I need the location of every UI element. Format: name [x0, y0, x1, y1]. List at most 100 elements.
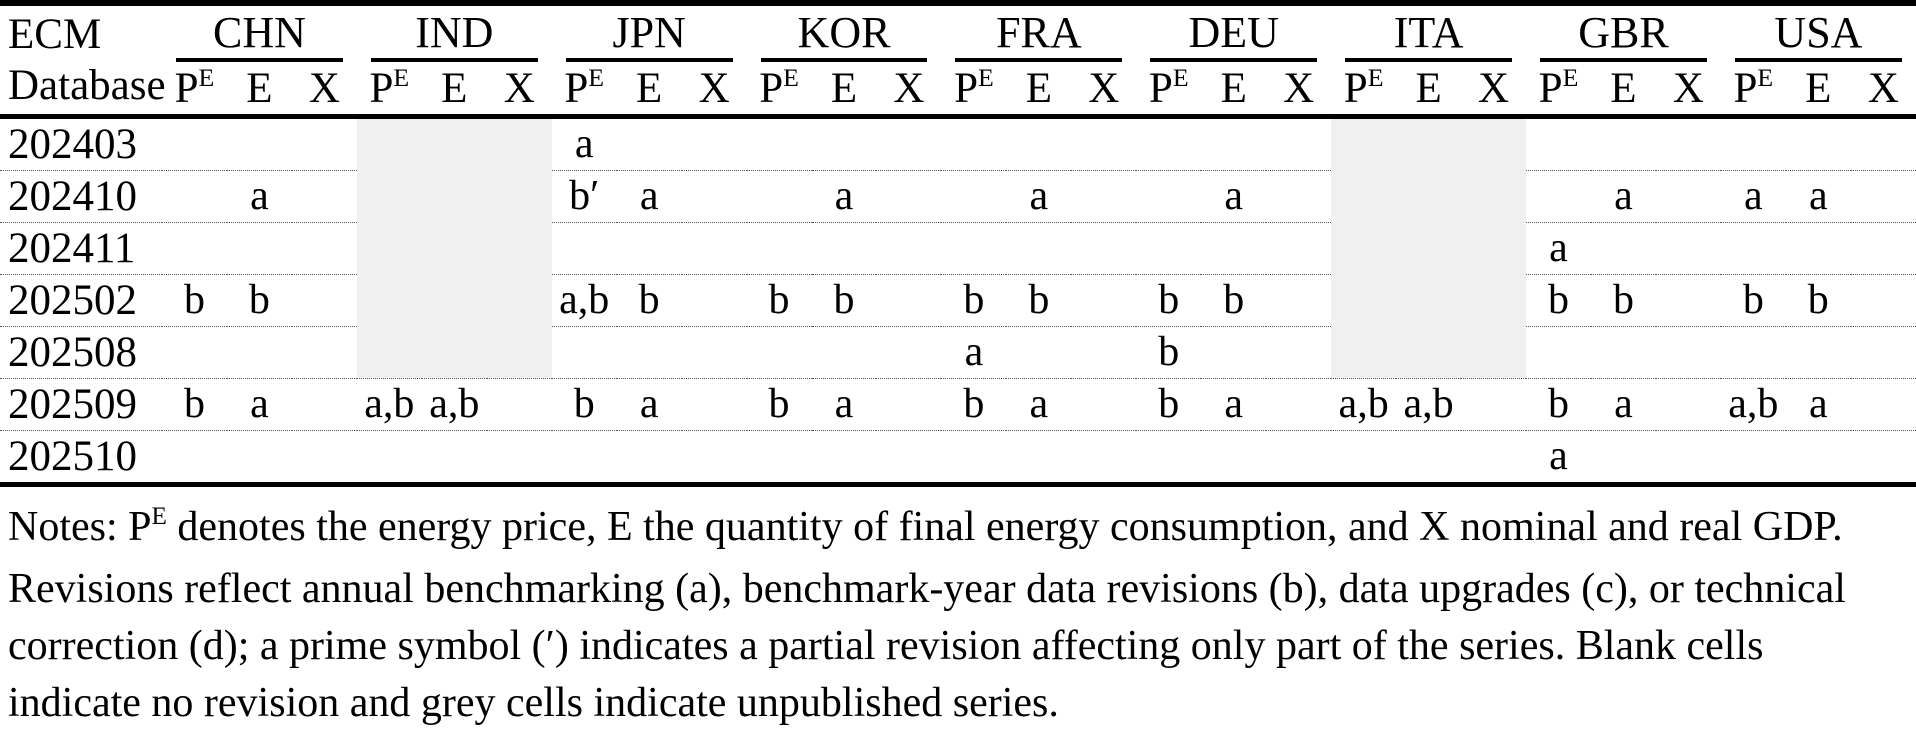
cell-202410-ind-x [486, 170, 552, 223]
cell-202403-kor-pe [746, 116, 812, 171]
subcol-header-ind-pe: PE [356, 62, 422, 119]
cell-202510-ind-e [421, 430, 487, 487]
cell-202510-ita-x [1461, 430, 1527, 487]
cell-202508-usa-x [1850, 326, 1916, 379]
cell-202411-ind-x [486, 222, 552, 275]
subcol-header-chn-e: E [226, 62, 292, 119]
cell-202502-deu-x [1266, 274, 1332, 327]
corner-line-1: ECM [8, 11, 102, 58]
cell-202508-chn-x [291, 326, 357, 379]
subcol-header-fra-e: E [1006, 62, 1072, 119]
country-header-ita: ITA [1331, 3, 1526, 62]
subcol-header-kor-e: E [811, 62, 877, 119]
cell-202410-ind-e [421, 170, 487, 223]
cell-202502-jpn-e: b [616, 274, 682, 327]
cell-202403-ind-e [421, 116, 487, 171]
cell-202509-deu-e: a [1201, 378, 1267, 431]
cell-202403-ita-x [1461, 116, 1527, 171]
cell-202403-deu-e [1201, 116, 1267, 171]
row-202508: 202508 a b [0, 326, 1916, 379]
country-header-fra: FRA [941, 3, 1136, 62]
cell-202510-ind-x [486, 430, 552, 487]
country-header-jpn: JPN [552, 3, 747, 62]
subcol-header-chn-x: X [291, 62, 357, 119]
cell-202510-jpn-e [616, 430, 682, 487]
cell-202510-kor-e [811, 430, 877, 487]
cell-202510-kor-pe [746, 430, 812, 487]
cell-202411-ita-pe [1331, 222, 1397, 275]
subcol-header-usa-e: E [1785, 62, 1851, 119]
row-202403: 202403 a [0, 116, 1916, 171]
cell-202509-kor-e: a [811, 378, 877, 431]
cell-202410-fra-x [1071, 170, 1137, 223]
cell-202508-ita-x [1461, 326, 1527, 379]
cell-202502-ind-pe [356, 274, 422, 327]
cell-202403-ind-x [486, 116, 552, 171]
subcol-header-ita-x: X [1461, 62, 1527, 119]
cell-202410-usa-x [1850, 170, 1916, 223]
cell-202508-gbr-e [1590, 326, 1656, 379]
cell-202403-chn-e [226, 116, 292, 171]
cell-202510-kor-x [876, 430, 942, 487]
row-label-202510: 202510 [0, 430, 162, 487]
row-202510: 202510 a [0, 430, 1916, 487]
cell-202403-ita-e [1396, 116, 1462, 171]
cell-202508-deu-pe: b [1136, 326, 1202, 379]
country-label: ITA [1345, 8, 1513, 62]
table-header: ECM Database CHN IND JPN KOR FRA DEU ITA GBR USA… [0, 3, 1916, 119]
cell-202510-usa-e [1785, 430, 1851, 487]
subcol-header-deu-e: E [1201, 62, 1267, 119]
cell-202410-gbr-e: a [1590, 170, 1656, 223]
row-label-202502: 202502 [0, 274, 162, 327]
cell-202509-usa-x [1850, 378, 1916, 431]
cell-202510-deu-x [1266, 430, 1332, 487]
cell-202508-fra-pe: a [941, 326, 1007, 379]
cell-202403-chn-x [291, 116, 357, 171]
cell-202510-fra-pe [941, 430, 1007, 487]
cell-202510-deu-pe [1136, 430, 1202, 487]
revisions-table: ECM Database CHN IND JPN KOR FRA DEU ITA GBR USA… [0, 0, 1916, 487]
cell-202411-kor-pe [746, 222, 812, 275]
cell-202509-gbr-e: a [1590, 378, 1656, 431]
row-label-202411: 202411 [0, 222, 162, 275]
country-header-usa: USA [1721, 3, 1916, 62]
cell-202502-kor-pe: b [746, 274, 812, 327]
cell-202509-fra-x [1071, 378, 1137, 431]
cell-202411-usa-x [1850, 222, 1916, 275]
cell-202502-gbr-e: b [1590, 274, 1656, 327]
cell-202403-ita-pe [1331, 116, 1397, 171]
cell-202510-ita-pe [1331, 430, 1397, 487]
cell-202502-ind-x [486, 274, 552, 327]
cell-202509-deu-pe: b [1136, 378, 1202, 431]
cell-202403-usa-pe [1720, 116, 1786, 171]
row-label-202410: 202410 [0, 170, 162, 223]
cell-202502-usa-x [1850, 274, 1916, 327]
subcol-header-jpn-x: X [681, 62, 747, 119]
cell-202502-fra-pe: b [941, 274, 1007, 327]
subcol-header-usa-x: X [1850, 62, 1916, 119]
cell-202410-kor-pe [746, 170, 812, 223]
cell-202508-kor-x [876, 326, 942, 379]
subcol-header-kor-pe: PE [746, 62, 812, 119]
cell-202410-jpn-pe: b′ [551, 170, 617, 223]
header-row-countries: ECM Database CHN IND JPN KOR FRA DEU ITA GBR USA [0, 3, 1916, 119]
subcol-header-ind-x: X [486, 62, 552, 119]
cell-202502-jpn-pe: a,b [551, 274, 617, 327]
cell-202510-chn-x [291, 430, 357, 487]
cell-202403-fra-e [1006, 116, 1072, 171]
subcol-header-gbr-x: X [1655, 62, 1721, 119]
notes: Notes: PE denotes the energy price, E th… [8, 499, 1906, 732]
cell-202410-kor-e: a [811, 170, 877, 223]
cell-202403-jpn-x [681, 116, 747, 171]
cell-202403-chn-pe [162, 116, 227, 171]
cell-202411-fra-pe [941, 222, 1007, 275]
cell-202411-ita-e [1396, 222, 1462, 275]
cell-202510-ita-e [1396, 430, 1462, 487]
cell-202410-ita-pe [1331, 170, 1397, 223]
cell-202502-kor-x [876, 274, 942, 327]
cell-202509-ita-e: a,b [1396, 378, 1462, 431]
cell-202411-fra-x [1071, 222, 1137, 275]
cell-202411-jpn-e [616, 222, 682, 275]
cell-202510-usa-pe [1720, 430, 1786, 487]
cell-202403-kor-x [876, 116, 942, 171]
